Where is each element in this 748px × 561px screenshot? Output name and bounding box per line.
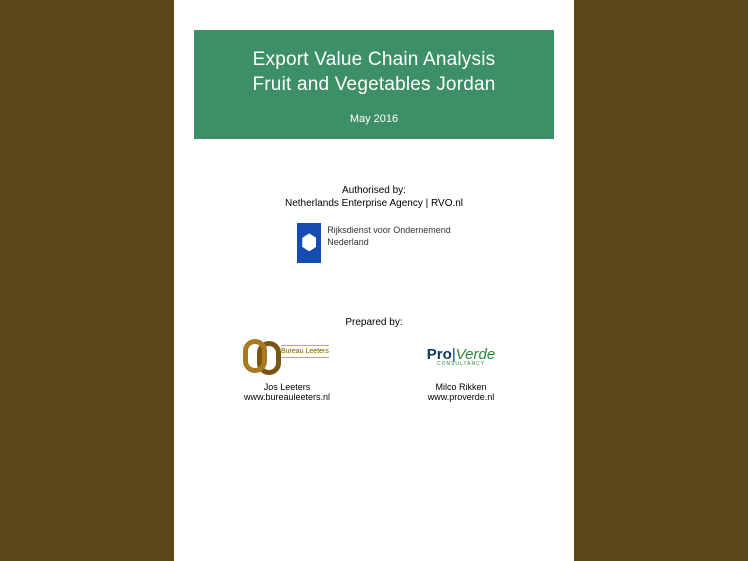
proverde-tagline: CONSULTANCY xyxy=(427,361,495,367)
preparer-left-url: www.bureauleeters.nl xyxy=(222,392,352,402)
prepared-label: Prepared by: xyxy=(174,317,574,328)
rvo-shield-icon xyxy=(297,223,321,263)
preparer-left-name: Jos Leeters xyxy=(222,382,352,392)
prepared-section: Prepared by: Bureau Leeters Jos Leeters … xyxy=(174,317,574,402)
rvo-logo-block: Rijksdienst voor Ondernemend Nederland xyxy=(174,223,574,263)
bureau-leeters-logo: Bureau Leeters xyxy=(222,334,352,378)
rvo-text-line2: Nederland xyxy=(327,237,451,248)
proverde-logo: Pro|Verde CONSULTANCY xyxy=(396,334,526,378)
report-date: May 2016 xyxy=(204,113,544,125)
rvo-logo-text: Rijksdienst voor Ondernemend Nederland xyxy=(327,223,451,248)
preparer-right: Pro|Verde CONSULTANCY Milco Rikken www.p… xyxy=(396,334,526,402)
chain-link-icon xyxy=(243,339,267,373)
bureau-logo-text: Bureau Leeters xyxy=(281,345,329,358)
preparer-right-name: Milco Rikken xyxy=(396,382,526,392)
title-line-1: Export Value Chain Analysis xyxy=(204,48,544,73)
authorised-label: Authorised by: xyxy=(174,185,574,196)
agency-name: Netherlands Enterprise Agency | RVO.nl xyxy=(174,198,574,209)
title-line-2: Fruit and Vegetables Jordan xyxy=(204,73,544,98)
authorised-section: Authorised by: Netherlands Enterprise Ag… xyxy=(174,185,574,263)
title-header: Export Value Chain Analysis Fruit and Ve… xyxy=(194,30,554,139)
preparer-left: Bureau Leeters Jos Leeters www.bureaulee… xyxy=(222,334,352,402)
document-page: Export Value Chain Analysis Fruit and Ve… xyxy=(174,0,574,561)
preparer-right-url: www.proverde.nl xyxy=(396,392,526,402)
preparers-row: Bureau Leeters Jos Leeters www.bureaulee… xyxy=(174,334,574,402)
rvo-text-line1: Rijksdienst voor Ondernemend xyxy=(327,225,451,236)
